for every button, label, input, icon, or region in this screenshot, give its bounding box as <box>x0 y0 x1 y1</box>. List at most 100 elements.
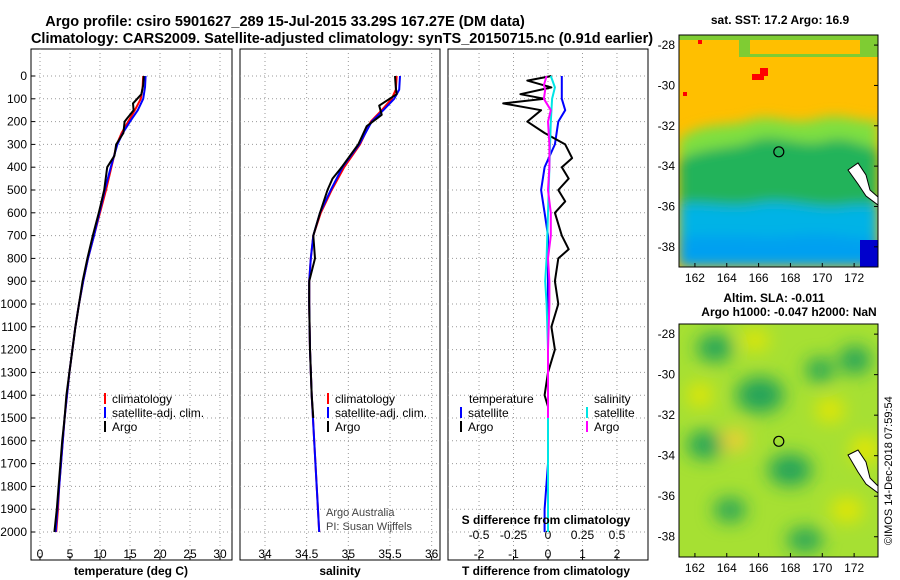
legend-label-climatology: climatology <box>335 392 395 406</box>
x-tick-label: 35 <box>342 547 356 561</box>
legend-label-satellite: satellite-adj. clim. <box>335 406 427 420</box>
depth-tick-label: 1300 <box>0 365 27 379</box>
x-tick-label: 20 <box>153 547 167 561</box>
x-tick-label: 25 <box>183 547 197 561</box>
map-x-tick-label: 170 <box>812 561 832 575</box>
map-x-tick-label: 164 <box>717 561 737 575</box>
series-line-salinity-satellite <box>544 75 556 532</box>
legend-label-argo: Argo <box>112 420 138 434</box>
map-y-tick-label: -36 <box>658 199 676 213</box>
depth-tick-label: 500 <box>7 183 27 197</box>
depth-tick-label: 600 <box>7 206 27 220</box>
map-x-tick-label: 172 <box>844 271 864 285</box>
depth-tick-label: 200 <box>7 115 27 129</box>
map-y-tick-label: -28 <box>658 327 676 341</box>
sla-map-frame <box>678 323 879 558</box>
x-tick-label: 30 <box>213 547 227 561</box>
map-x-tick-label: 162 <box>685 561 705 575</box>
legend-title-temperature: temperature <box>469 392 534 406</box>
s-difference-tick-label: 0 <box>545 528 552 542</box>
map-x-tick-label: 168 <box>780 561 800 575</box>
sla-map-title-line2: Argo h1000: -0.047 h2000: NaN <box>701 305 876 319</box>
series-line-salinity-argo <box>542 75 552 418</box>
depth-tick-label: 0 <box>20 69 27 83</box>
map-x-tick-label: 170 <box>812 271 832 285</box>
map-y-tick-label: -38 <box>658 530 676 544</box>
figure-title-line2: Climatology: CARS2009. Satellite-adjuste… <box>31 31 653 47</box>
depth-tick-label: 100 <box>7 92 27 106</box>
legend-label-sal-argo: Argo <box>594 420 620 434</box>
sla-map-axes: 162 164 166 168 170 172 -28 -30 -32 -34 -36 -38 <box>658 327 878 575</box>
org-credit: Argo Australia <box>326 507 395 519</box>
t-difference-axis-label: T difference from climatology <box>462 564 630 578</box>
map-y-tick-label: -32 <box>658 119 676 133</box>
s-difference-tick-label: 0.25 <box>571 528 595 542</box>
salinity-axis-label: salinity <box>319 564 361 578</box>
x-axes: 0 5 10 15 20 25 30 34 34.5 35 35.5 36 -2 -1 0 1 2 -0.5 -0.… <box>37 528 626 561</box>
x-tick-label: 35.5 <box>378 547 402 561</box>
sst-map-argo-marker <box>773 146 785 158</box>
x-tick-label: 10 <box>93 547 107 561</box>
temperature-axis-label: temperature (deg C) <box>74 564 188 578</box>
map-y-tick-label: -36 <box>658 489 676 503</box>
depth-tick-label: 1100 <box>1 320 27 334</box>
depth-tick-label: 900 <box>7 274 27 288</box>
s-difference-tick-label: 0.5 <box>609 528 626 542</box>
legend-label-argo: Argo <box>335 420 361 434</box>
temperature-legend: climatology satellite-adj. clim. Argo <box>104 392 204 434</box>
sla-map-title-line1: Altim. SLA: -0.011 <box>723 291 825 305</box>
map-y-tick-label: -34 <box>658 449 676 463</box>
depth-tick-label: 1200 <box>0 343 27 357</box>
map-x-tick-label: 172 <box>844 561 864 575</box>
legend-title-salinity: salinity <box>594 392 631 406</box>
depth-tick-label: 400 <box>7 160 27 174</box>
s-difference-axis-label: S difference from climatology <box>462 513 631 527</box>
x-tick-label: 1 <box>579 547 586 561</box>
map-y-tick-label: -32 <box>658 408 676 422</box>
map-x-tick-label: 164 <box>717 271 737 285</box>
map-y-tick-label: -30 <box>658 368 676 382</box>
depth-axis: 0 100 200 300 400 500 600 700 800 900 1000 1100 1200… <box>0 69 35 539</box>
sst-map-title: sat. SST: 17.2 Argo: 16.9 <box>711 13 850 27</box>
s-difference-tick-label: -0.5 <box>469 528 490 542</box>
series-line-temperature-argo <box>502 75 574 407</box>
legend-label-temp-satellite: satellite <box>468 406 509 420</box>
x-tick-label: 0 <box>545 547 552 561</box>
depth-tick-label: 1600 <box>0 434 27 448</box>
map-y-tick-label: -30 <box>658 78 676 92</box>
series-line-argo <box>308 75 398 419</box>
x-tick-label: 34 <box>258 547 272 561</box>
imos-timestamp-credit: ©IMOS 14-Dec-2018 07:59:54 <box>883 396 895 545</box>
x-tick-label: 5 <box>67 547 74 561</box>
map-y-tick-label: -28 <box>658 38 676 52</box>
difference-legend: temperature satellite Argo salinity sate… <box>460 392 635 434</box>
sst-map-axes: 162 164 166 168 170 172 -28 -30 -32 -34 -36 -38 <box>658 38 878 285</box>
x-tick-label: 36 <box>425 547 439 561</box>
depth-tick-label: 800 <box>7 251 27 265</box>
series-line-argo <box>53 75 145 533</box>
sla-map-argo-marker <box>773 435 785 447</box>
map-x-tick-label: 166 <box>749 271 769 285</box>
sst-map-frame <box>678 34 879 268</box>
legend-label-climatology: climatology <box>112 392 172 406</box>
map-y-tick-label: -38 <box>658 240 676 254</box>
series-line-satellite-adj-clim- <box>308 75 401 533</box>
x-tick-label: 2 <box>614 547 621 561</box>
salinity-legend: climatology satellite-adj. clim. Argo <box>327 392 427 434</box>
depth-tick-label: 2000 <box>0 525 27 539</box>
depth-tick-label: 300 <box>7 137 27 151</box>
depth-tick-label: 1900 <box>0 502 27 516</box>
map-x-tick-label: 166 <box>749 561 769 575</box>
legend-label-satellite: satellite-adj. clim. <box>112 406 204 420</box>
depth-tick-label: 1400 <box>0 388 27 402</box>
depth-tick-label: 1700 <box>0 457 27 471</box>
series-layer <box>53 75 574 533</box>
depth-tick-label: 700 <box>7 229 27 243</box>
s-difference-tick-label: -0.25 <box>500 528 528 542</box>
x-tick-label: 15 <box>123 547 137 561</box>
depth-tick-label: 1000 <box>0 297 27 311</box>
legend-label-sal-satellite: satellite <box>594 406 635 420</box>
figure-title-line1: Argo profile: csiro 5901627_289 15-Jul-2… <box>45 14 525 30</box>
x-tick-label: 34.5 <box>295 547 319 561</box>
